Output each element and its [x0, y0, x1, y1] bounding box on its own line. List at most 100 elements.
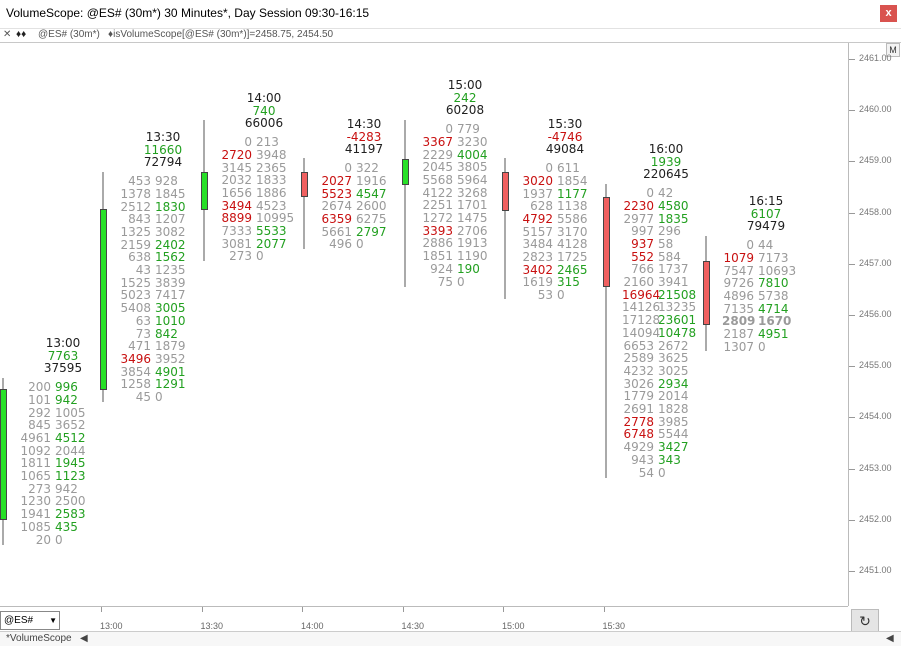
candle-body — [100, 209, 107, 390]
price-level-row: 273 0 — [220, 250, 286, 263]
close-study-icon[interactable]: ✕ — [3, 29, 12, 40]
ask-volume: 1138 — [557, 199, 588, 214]
price-tick — [849, 161, 855, 163]
bar-delta: 11660 — [143, 142, 183, 157]
bid-volume: 0 — [344, 161, 352, 176]
ask-volume: 1123 — [55, 469, 86, 483]
chevron-down-icon: ▼ — [49, 616, 57, 625]
candle-body — [402, 159, 409, 185]
bar-time: 15:00 — [447, 78, 483, 92]
close-button[interactable]: x — [880, 5, 897, 22]
bid-volume: 7333 — [221, 224, 252, 238]
bar-wick — [404, 120, 406, 287]
scroll-left-icon[interactable]: ◀ — [80, 633, 88, 644]
price-level-row: 2159 2402 — [119, 237, 186, 252]
ask-volume: 1235 — [155, 263, 186, 277]
bid-volume: 5408 — [120, 301, 151, 316]
ask-volume: 1945 — [55, 456, 86, 471]
ask-volume: 10693 — [758, 263, 797, 278]
ask-volume: 5533 — [256, 224, 287, 238]
ask-volume: 584 — [658, 249, 681, 264]
ask-volume: 0 — [658, 465, 666, 480]
bid-volume: 101 — [28, 392, 51, 407]
ask-volume: 1845 — [155, 186, 186, 201]
bid-volume: 0 — [646, 186, 654, 201]
tab-volumescope[interactable]: *VolumeScope — [6, 633, 72, 644]
ask-volume: 4004 — [457, 147, 488, 162]
price-level-row: 2691 1828 — [622, 403, 688, 416]
price-level-row: 1230 2500 — [19, 495, 85, 508]
price-level-row: 54 0 — [622, 465, 688, 480]
ask-volume: 1701 — [457, 198, 488, 213]
ask-volume: 0 — [557, 288, 565, 303]
bid-volume: 8899 — [221, 211, 252, 226]
bid-volume: 7135 — [723, 301, 754, 316]
time-axis[interactable]: 13:00 13:30 14:00 14:30 15:00 15:30 — [0, 606, 848, 632]
ask-volume: 10478 — [658, 325, 697, 340]
volume-chart[interactable]: 13:00 7763 37595 200 996 101 942 292 1005 845 3652… — [0, 43, 848, 606]
price-tick — [849, 417, 855, 419]
price-level-row: 2886 1913 — [421, 237, 487, 250]
bid-volume: 2251 — [422, 198, 453, 213]
price-level-row: 1258 1291 — [119, 378, 185, 391]
symbol-select[interactable]: @ES# ▼ — [0, 611, 60, 630]
m-button[interactable]: M — [886, 43, 900, 57]
bid-volume: 63 — [135, 313, 151, 328]
ask-volume: 296 — [658, 224, 681, 239]
bid-volume: 845 — [28, 418, 51, 433]
price-level-row: 73 842 — [119, 327, 185, 341]
bid-volume: 0 — [244, 135, 252, 150]
bid-volume: 2886 — [422, 236, 453, 251]
bid-volume: 6653 — [623, 338, 654, 353]
price-level-row: 1307 0 — [722, 339, 788, 354]
price-label: 2458.00 — [859, 206, 892, 217]
ask-volume: 2077 — [256, 236, 287, 251]
ask-volume: 1005 — [55, 405, 86, 420]
price-level-row: 2720 3948 — [220, 149, 286, 162]
ask-volume: 5738 — [758, 288, 789, 303]
ask-volume: 1828 — [658, 402, 689, 416]
price-level-row: 3402 2465 — [521, 263, 587, 277]
ask-volume: 4580 — [658, 198, 689, 213]
ask-volume: 4547 — [356, 186, 387, 201]
price-level-row: 2187 4951 — [722, 328, 788, 341]
ask-volume: 4714 — [758, 301, 789, 316]
bar-delta: 6107 — [750, 206, 782, 221]
price-level-row: 4896 5738 — [722, 290, 788, 303]
bid-volume: 1941 — [20, 507, 51, 522]
ask-volume: 190 — [457, 261, 480, 276]
bid-volume: 9726 — [723, 276, 754, 291]
price-level-row: 2160 3941 — [622, 276, 688, 289]
bid-volume: 2823 — [522, 250, 553, 264]
price-level-row: 2045 3805 — [421, 161, 487, 174]
refresh-button[interactable]: ↻ — [851, 609, 879, 633]
ask-volume: 2402 — [155, 237, 186, 252]
bid-volume: 2045 — [422, 160, 453, 175]
price-axis[interactable]: M 2461.00 2460.00 2459.00 2458.00 2457.00 245… — [848, 43, 901, 606]
bid-volume: 628 — [530, 199, 553, 214]
bar-volume: 79479 — [746, 219, 786, 234]
bar-time: 16:00 — [648, 142, 684, 156]
price-level-row: 2977 1835 — [622, 212, 688, 226]
ask-volume: 2600 — [356, 199, 387, 214]
price-level-row: 1851 1190 — [421, 250, 487, 263]
price-level-row: 1712823601 — [622, 313, 697, 328]
ask-volume: 0 — [758, 339, 766, 354]
bid-volume: 5023 — [120, 288, 151, 303]
bid-volume: 1525 — [120, 275, 151, 290]
scroll-right-icon[interactable]: ◀ — [886, 633, 894, 644]
ask-volume: 23601 — [658, 313, 697, 328]
ask-volume: 1854 — [557, 173, 588, 188]
ask-volume: 3625 — [658, 351, 689, 366]
bid-volume: 638 — [128, 250, 151, 265]
price-level-row: 1937 1177 — [521, 187, 587, 201]
ask-volume: 10995 — [256, 211, 295, 226]
price-level-row: 2230 4580 — [622, 200, 688, 213]
price-level-row: 9726 7810 — [722, 277, 788, 290]
price-level-row: 471 1879 — [119, 340, 185, 353]
price-label: 2460.00 — [859, 104, 892, 115]
bid-volume: 273 — [229, 249, 252, 264]
price-level-row: 45 0 — [119, 391, 185, 404]
bid-volume: 4929 — [623, 440, 654, 455]
time-tick — [503, 607, 504, 612]
